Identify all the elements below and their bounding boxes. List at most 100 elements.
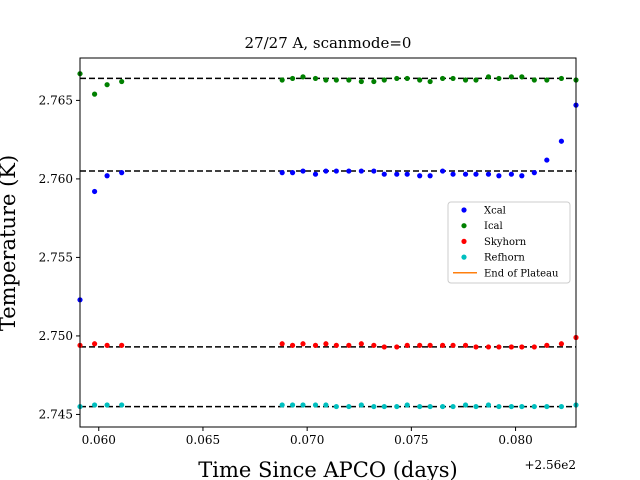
- legend-item: Skyhorn: [461, 237, 527, 248]
- data-point: [417, 77, 423, 83]
- data-point: [440, 403, 446, 410]
- data-point: [91, 188, 98, 195]
- legend-label: Xcal: [484, 206, 506, 217]
- data-point: [544, 77, 550, 83]
- data-point: [462, 77, 469, 83]
- data-point: [496, 75, 502, 82]
- data-point: [558, 75, 565, 82]
- data-point: [346, 342, 352, 348]
- data-point: [381, 77, 387, 83]
- data-point: [417, 403, 423, 410]
- data-point: [119, 342, 125, 348]
- legend-dot-marker: [461, 207, 467, 213]
- y-axis-ticks: 2.745 2.750 2.755 2.760 2.765: [39, 93, 80, 421]
- data-point: [404, 171, 410, 177]
- data-point: [289, 75, 296, 82]
- x-tick-label: 0.075: [394, 433, 428, 447]
- legend-label: Ical: [484, 221, 503, 232]
- data-point: [289, 402, 296, 408]
- data-points: [77, 71, 579, 410]
- data-point: [381, 403, 387, 410]
- data-point: [91, 402, 98, 408]
- data-point: [473, 171, 479, 177]
- data-point: [358, 168, 364, 174]
- legend-item: Ical: [461, 221, 503, 232]
- chart-title: 27/27 A, scanmode=0: [245, 34, 412, 52]
- data-point: [473, 344, 479, 350]
- legend-dot-marker: [461, 238, 467, 244]
- data-point: [381, 171, 387, 177]
- data-point: [519, 403, 525, 410]
- data-point: [544, 403, 550, 410]
- data-point: [300, 168, 306, 174]
- data-point: [300, 74, 306, 80]
- data-point: [508, 74, 514, 80]
- data-point: [279, 402, 285, 408]
- data-point: [312, 402, 319, 408]
- data-point: [519, 344, 525, 350]
- data-point: [279, 170, 285, 176]
- data-point: [508, 344, 514, 350]
- x-tick-label: 0.070: [290, 433, 324, 447]
- data-point: [519, 74, 525, 80]
- data-point: [519, 173, 525, 179]
- data-point: [346, 77, 352, 83]
- data-point: [417, 173, 423, 179]
- data-point: [450, 75, 456, 82]
- data-point: [346, 168, 352, 174]
- data-point: [496, 403, 502, 410]
- legend-label: Skyhorn: [484, 237, 527, 248]
- data-point: [508, 171, 514, 177]
- x-axis-label: Time Since APCO (days): [198, 458, 457, 480]
- series-xcal: [77, 102, 579, 303]
- data-point: [289, 170, 296, 176]
- data-point: [104, 342, 110, 348]
- data-point: [440, 75, 446, 82]
- data-point: [279, 77, 285, 83]
- data-point: [394, 171, 400, 177]
- data-point: [371, 342, 377, 348]
- data-point: [531, 344, 537, 350]
- data-point: [531, 77, 537, 83]
- data-point: [333, 168, 339, 174]
- x-tick-label: 0.065: [186, 433, 220, 447]
- data-point: [558, 341, 565, 347]
- data-point: [404, 75, 410, 82]
- data-point: [346, 403, 352, 410]
- data-point: [119, 170, 125, 176]
- series-refhorn: [77, 402, 579, 410]
- y-axis-label: Temperature (K): [0, 155, 20, 331]
- data-point: [427, 342, 433, 348]
- data-point: [427, 403, 433, 410]
- data-point: [371, 168, 377, 174]
- series-ical: [77, 71, 579, 97]
- data-point: [323, 77, 329, 83]
- legend-dot-marker: [461, 254, 467, 260]
- data-point: [312, 171, 319, 177]
- data-point: [394, 403, 400, 410]
- data-point: [450, 342, 456, 348]
- data-point: [450, 171, 456, 177]
- data-point: [104, 173, 110, 179]
- x-axis-ticks: 0.060 0.065 0.070 0.075 0.080: [82, 427, 533, 447]
- data-point: [558, 138, 565, 144]
- data-point: [473, 403, 479, 410]
- data-point: [333, 342, 339, 348]
- data-point: [323, 168, 329, 174]
- data-point: [427, 173, 433, 179]
- y-tick-label: 2.765: [39, 93, 73, 107]
- data-point: [558, 403, 565, 410]
- data-point: [417, 342, 423, 348]
- y-tick-label: 2.760: [39, 172, 73, 186]
- data-point: [312, 75, 319, 82]
- data-point: [485, 344, 492, 350]
- y-tick-label: 2.750: [39, 329, 73, 343]
- data-point: [323, 341, 329, 347]
- series-skyhorn: [77, 334, 579, 350]
- data-point: [381, 344, 387, 350]
- legend-dot-marker: [461, 223, 467, 229]
- data-point: [300, 402, 306, 408]
- data-point: [104, 82, 110, 88]
- data-point: [473, 77, 479, 83]
- data-point: [394, 344, 400, 350]
